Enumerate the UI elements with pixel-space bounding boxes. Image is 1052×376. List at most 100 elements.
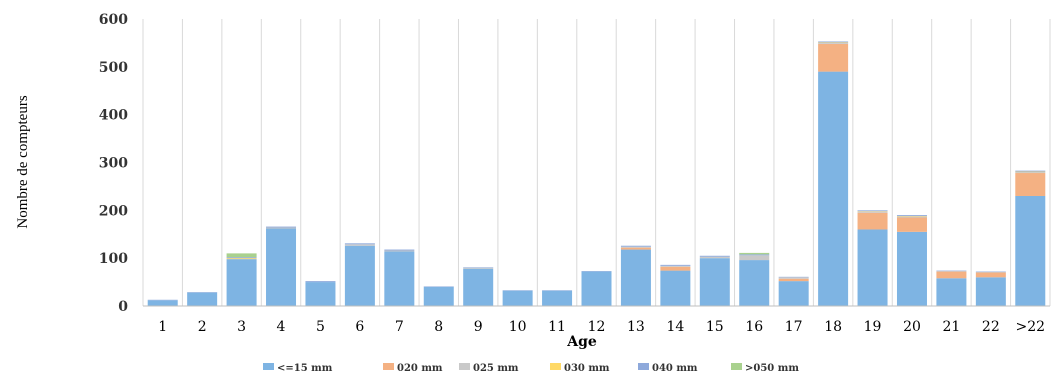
bar-segment <box>620 249 651 306</box>
x-tick-label: 3 <box>237 319 246 335</box>
bar-segment <box>778 278 809 282</box>
bar-segment <box>778 277 809 279</box>
bar-segment <box>896 216 927 218</box>
bar-segment <box>344 244 375 246</box>
legend: <=15 mm 020 mm 025 mm 030 mm 040 mm >050 mm <box>263 363 799 374</box>
y-tick-label: 0 <box>118 299 128 315</box>
bar-segment <box>542 290 573 291</box>
bar-segment <box>739 260 770 306</box>
bar-segment <box>147 300 178 306</box>
bar-segment <box>463 267 494 268</box>
bar-segment <box>502 290 533 291</box>
x-axis-title: Age <box>566 334 597 350</box>
bar-segment <box>620 245 651 247</box>
bar-segment <box>147 299 178 301</box>
x-tick-label: 10 <box>509 319 527 335</box>
x-tick-label: 5 <box>316 319 325 335</box>
bar-segment <box>187 292 218 293</box>
x-tick-label: 20 <box>903 319 921 335</box>
bar-segment <box>896 215 927 217</box>
bar-segment <box>936 271 967 272</box>
x-tick-label: 11 <box>548 319 566 335</box>
legend-label: 025 mm <box>473 363 519 374</box>
y-tick-label: 400 <box>99 108 128 124</box>
bar-segment <box>857 210 888 212</box>
x-tick-label: 12 <box>588 319 606 335</box>
bar-segment <box>818 41 849 43</box>
x-tick-label: 4 <box>277 319 286 335</box>
y-tick-label: 100 <box>99 251 128 267</box>
x-tick-label: 7 <box>395 319 404 335</box>
x-tick-label: 1 <box>158 319 167 335</box>
x-tick-label: 9 <box>474 319 483 335</box>
y-tick-label: 600 <box>99 12 128 28</box>
bar-segment <box>975 277 1006 306</box>
bar-segment <box>818 43 849 72</box>
legend-label: 020 mm <box>397 363 443 374</box>
x-tick-label: >22 <box>1016 319 1046 335</box>
bar-segment <box>542 290 573 306</box>
legend-swatch <box>383 363 394 370</box>
y-axis-title: Nombre de compteurs <box>15 95 31 228</box>
legend-label: 030 mm <box>564 363 610 374</box>
bars <box>147 41 1046 306</box>
bar-segment <box>1015 195 1046 306</box>
bar-segment <box>1015 170 1046 172</box>
bar-segment <box>739 255 770 261</box>
y-tick-label: 300 <box>99 156 128 172</box>
bar-segment <box>226 257 257 259</box>
bar-segment <box>1015 171 1046 173</box>
bar-segment <box>226 258 257 260</box>
x-tick-label: 19 <box>864 319 882 335</box>
bar-segment <box>581 271 612 272</box>
x-tick-label: 8 <box>434 319 443 335</box>
bar-segment <box>1015 172 1046 174</box>
bar-segment <box>975 271 1006 273</box>
gridlines <box>142 19 1051 306</box>
legend-swatch <box>263 363 274 370</box>
bar-segment <box>226 259 257 306</box>
bar-segment <box>660 270 691 306</box>
legend-swatch <box>731 363 742 370</box>
bar-segment <box>975 272 1006 278</box>
legend-label: <=15 mm <box>277 363 333 374</box>
bar-segment <box>896 216 927 217</box>
legend-swatch <box>550 363 561 370</box>
bar-segment <box>857 229 888 306</box>
x-tick-label: 2 <box>198 319 207 335</box>
x-tick-label: 17 <box>785 319 803 335</box>
bar-segment <box>384 251 415 306</box>
x-tick-label: 6 <box>355 319 364 335</box>
bar-segment <box>266 227 297 229</box>
bar-segment <box>384 249 415 251</box>
bar-segment <box>699 256 730 259</box>
x-tick-label: 22 <box>982 319 1000 335</box>
bar-segment <box>463 267 494 269</box>
bar-segment <box>384 250 415 252</box>
bar-segment <box>699 255 730 257</box>
bar-segment <box>502 290 533 306</box>
bar-segment <box>699 258 730 306</box>
bar-segment <box>778 281 809 306</box>
x-tick-label: 15 <box>706 319 724 335</box>
bar-segment <box>423 286 454 287</box>
bar-segment <box>344 243 375 245</box>
bar-segment <box>818 42 849 43</box>
bar-segment <box>660 265 691 267</box>
x-tick-label: 16 <box>745 319 763 335</box>
bar-segment <box>857 211 888 213</box>
bar-segment <box>936 270 967 272</box>
bar-segment <box>778 276 809 278</box>
bar-segment <box>660 264 691 266</box>
bar-segment <box>423 286 454 306</box>
bar-segment <box>305 281 336 283</box>
bar-segment <box>896 231 927 306</box>
x-tick-labels: 1 2 3 4 5 6 7 8 9 10 11 12 13 14 15 16 17 18 19 20 21 22 >22 <box>158 319 1045 335</box>
y-tick-labels: 0 100 200 300 400 500 600 <box>99 12 128 315</box>
bar-segment <box>936 278 967 306</box>
bar-segment <box>305 282 336 306</box>
bar-segment <box>739 254 770 256</box>
bar-segment <box>266 228 297 306</box>
legend-swatch <box>459 363 470 370</box>
